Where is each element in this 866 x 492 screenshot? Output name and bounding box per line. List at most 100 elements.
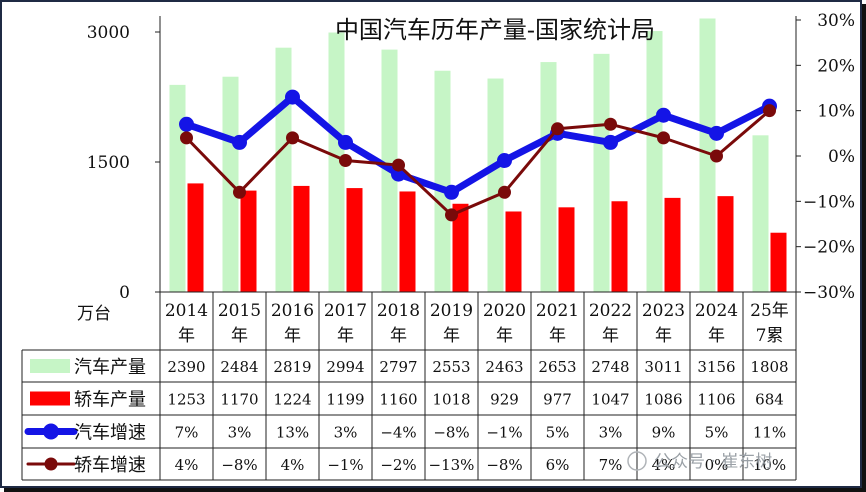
left-axis-unit: 万台: [77, 304, 111, 324]
bar-vehicle-8: [593, 53, 610, 293]
category-label-line2-7: 年: [549, 326, 566, 346]
bar-vehicle-5: [434, 70, 451, 293]
bar-vehicle-2: [275, 47, 292, 292]
point-car-growth-2: [286, 131, 299, 145]
table-cell-3-3: −1%: [327, 456, 363, 474]
legend-label-2: 汽车增速: [74, 423, 146, 444]
table-cell-2-7: 5%: [546, 424, 570, 442]
point-vehicle-growth-5: [444, 184, 459, 200]
category-label-line1-1: 2015: [218, 301, 261, 321]
table-cell-2-4: −4%: [380, 424, 416, 442]
point-vehicle-growth-1: [232, 134, 247, 150]
table-cell-3-7: 6%: [546, 456, 570, 474]
point-car-growth-11: [763, 104, 776, 118]
table-cell-3-10: 0%: [705, 456, 729, 474]
table-cell-1-9: 1086: [644, 391, 682, 409]
watermark-text: 公众号 · 崔东树: [654, 452, 772, 472]
category-label-line1-10: 2024: [695, 301, 738, 321]
bar-vehicle-3: [328, 32, 345, 293]
table-cell-1-6: 929: [490, 391, 519, 409]
category-label-line1-6: 2020: [483, 301, 526, 321]
point-vehicle-growth-10: [709, 125, 724, 141]
table-cell-0-2: 2819: [273, 358, 311, 376]
category-label-line1-3: 2017: [324, 301, 367, 321]
bar-car-2: [293, 185, 310, 292]
point-car-growth-6: [498, 185, 511, 199]
table-cell-0-1: 2484: [220, 358, 258, 376]
table-cell-2-0: 7%: [175, 424, 199, 442]
point-vehicle-growth-2: [285, 89, 300, 105]
table-cell-1-8: 1047: [591, 391, 629, 409]
table-cell-1-7: 977: [543, 391, 572, 409]
legend-key-marker-3: [44, 457, 58, 471]
chart-title: 中国汽车历年产量-国家统计局: [335, 16, 655, 44]
table-cell-2-6: −1%: [486, 424, 522, 442]
category-label-line2-5: 年: [443, 326, 460, 346]
table-cell-0-0: 2390: [167, 358, 205, 376]
category-label-line1-2: 2016: [271, 301, 314, 321]
point-car-growth-0: [180, 131, 193, 145]
legend-label-1: 轿车产量: [74, 390, 146, 411]
table-cell-2-9: 9%: [652, 424, 676, 442]
table-cell-0-11: 1808: [750, 358, 788, 376]
table-cell-2-3: 3%: [334, 424, 358, 442]
table-cell-3-8: 7%: [599, 456, 623, 474]
bar-vehicle-10: [699, 18, 716, 292]
bar-car-7: [558, 207, 575, 292]
table-cell-3-11: 10%: [753, 456, 786, 474]
bar-car-11: [770, 232, 787, 292]
table-cell-3-4: −2%: [380, 456, 416, 474]
category-label-line1-11: 25年: [750, 301, 789, 321]
right-tick-label-2: −10%: [803, 192, 855, 212]
wechat-icon: [627, 451, 647, 471]
point-vehicle-growth-8: [603, 134, 618, 150]
point-car-growth-4: [392, 158, 405, 172]
right-tick-label-3: 0%: [828, 147, 855, 167]
point-vehicle-growth-6: [497, 153, 512, 169]
category-label-line1-7: 2021: [536, 301, 579, 321]
point-car-growth-3: [339, 154, 352, 168]
left-tick-label-1: 1500: [87, 153, 130, 173]
category-label-line2-10: 年: [708, 326, 725, 346]
table-cell-2-10: 5%: [705, 424, 729, 442]
table-cell-2-5: −8%: [433, 424, 469, 442]
legend-key-marker-2: [43, 423, 59, 440]
table-cell-3-0: 4%: [175, 456, 199, 474]
bar-car-0: [187, 183, 204, 292]
table-cell-0-7: 2653: [538, 358, 576, 376]
line-car-growth: [185, 109, 771, 217]
category-label-line1-9: 2023: [642, 301, 685, 321]
table-cell-3-9: 4%: [652, 456, 676, 474]
point-vehicle-growth-0: [179, 116, 194, 132]
right-tick-label-4: 10%: [817, 102, 855, 122]
table-cell-3-5: −13%: [429, 456, 475, 474]
point-car-growth-9: [657, 131, 670, 145]
point-vehicle-growth-3: [338, 134, 353, 150]
table-cell-1-0: 1253: [167, 391, 205, 409]
table-cell-0-9: 3011: [644, 358, 682, 376]
bar-vehicle-6: [487, 78, 504, 292]
table-cell-2-8: 3%: [599, 424, 623, 442]
table-cell-3-6: −8%: [486, 456, 522, 474]
table-cell-1-5: 1018: [432, 391, 470, 409]
table-cell-1-2: 1224: [273, 391, 311, 409]
legend-key-0: [30, 359, 70, 373]
bar-vehicle-0: [169, 84, 186, 292]
category-label-line1-5: 2019: [430, 301, 473, 321]
category-label-line1-0: 2014: [165, 301, 208, 321]
table-cell-0-10: 3156: [697, 358, 735, 376]
table-cell-2-1: 3%: [228, 424, 252, 442]
legend-label-3: 轿车增速: [74, 455, 146, 476]
table-cell-0-4: 2797: [379, 358, 417, 376]
category-label-line2-4: 年: [390, 326, 407, 346]
bar-car-1: [240, 190, 257, 292]
table-cell-1-10: 1106: [697, 391, 735, 409]
table-cell-0-3: 2994: [326, 358, 364, 376]
left-tick-label-0: 0: [119, 283, 130, 303]
table-cell-3-2: 4%: [281, 456, 305, 474]
bar-car-8: [611, 201, 628, 292]
bars-layer: [169, 18, 787, 293]
point-car-growth-5: [445, 208, 458, 222]
category-label-line1-4: 2018: [377, 301, 420, 321]
legend-label-0: 汽车产量: [74, 357, 146, 378]
